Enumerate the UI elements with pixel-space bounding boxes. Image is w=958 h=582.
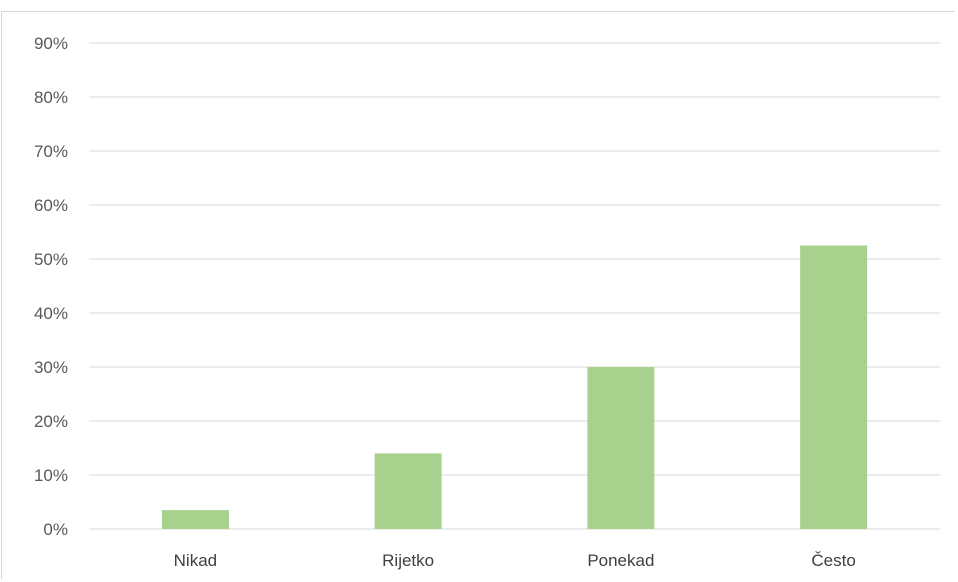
bar-4 (800, 245, 868, 529)
gridlines (89, 42, 940, 530)
y-tick-label: 50% (34, 250, 68, 269)
y-tick-label: 0% (43, 520, 68, 539)
y-tick-label: 90% (34, 34, 68, 53)
bar-1 (161, 510, 229, 529)
y-tick-label: 30% (34, 358, 68, 377)
x-category-label: Rijetko (382, 551, 434, 570)
y-tick-label: 80% (34, 88, 68, 107)
y-tick-label: 70% (34, 142, 68, 161)
y-tick-label: 10% (34, 466, 68, 485)
y-tick-label: 20% (34, 412, 68, 431)
x-category-label: Nikad (174, 551, 217, 570)
y-tick-label: 40% (34, 304, 68, 323)
bar-2 (374, 453, 442, 529)
x-category-label: Ponekad (587, 551, 654, 570)
bars (161, 245, 868, 529)
x-axis-category-labels: Nikad Rijetko Ponekad Često (174, 551, 856, 570)
x-category-label: Često (811, 551, 855, 570)
chart-frame (1, 11, 955, 579)
y-tick-label: 60% (34, 196, 68, 215)
bar-3 (587, 367, 655, 529)
y-axis-tick-labels: 0% 10% 20% 30% 40% 50% 60% 70% 80% 90% (34, 34, 68, 539)
